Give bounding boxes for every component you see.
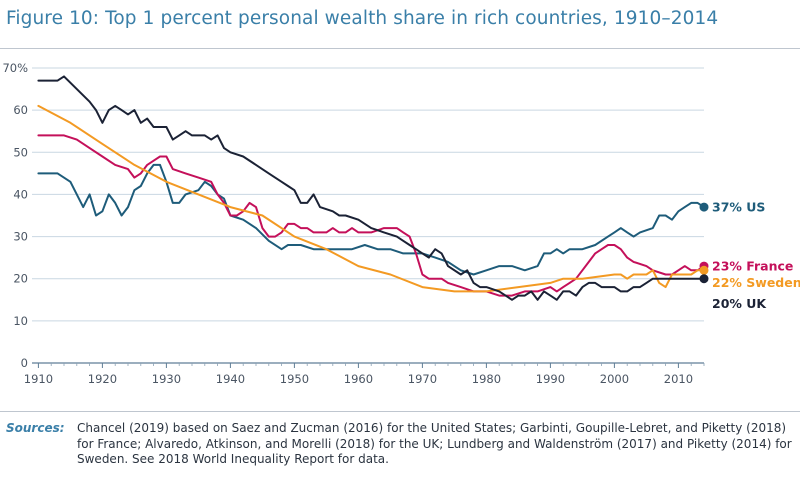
y-tick-label: 20 <box>13 272 28 286</box>
x-tick-label: 1970 <box>408 372 437 386</box>
line-chart: 0 10 20 30 40 50 60 70% 1910 1920 1930 1940 1950 1960… <box>2 61 800 386</box>
series-line-us <box>37 163 705 276</box>
y-tick-label: 10 <box>13 314 28 328</box>
end-marker-us <box>699 202 709 212</box>
end-label-us: 37% US <box>712 200 765 215</box>
chart-title: Figure 10: Top 1 percent personal wealth… <box>6 8 719 29</box>
end-label-uk: 20% UK <box>712 296 767 311</box>
sources-label: Sources: <box>6 421 65 435</box>
series-line-sweden <box>37 104 705 293</box>
y-tick-label: 60 <box>13 103 28 117</box>
x-tick-label: 1980 <box>472 372 501 386</box>
x-tick-label: 1920 <box>88 372 117 386</box>
y-tick-label: 0 <box>21 356 28 370</box>
chart-axes: 0 10 20 30 40 50 60 70% 1910 1920 1930 1940 1950 1960… <box>2 61 705 386</box>
sources-text: Chancel (2019) based on Saez and Zucman … <box>77 421 792 466</box>
x-tick-label: 1990 <box>536 372 565 386</box>
x-tick-label: 2010 <box>664 372 693 386</box>
x-tick-label: 1930 <box>152 372 181 386</box>
x-tick-label: 1940 <box>216 372 245 386</box>
y-tick-label: 70% <box>2 61 28 75</box>
chart-series <box>37 75 709 301</box>
x-tick-label: 1950 <box>280 372 309 386</box>
y-tick-label: 30 <box>13 230 28 244</box>
x-tick-label: 1960 <box>344 372 373 386</box>
title-divider <box>0 48 800 49</box>
series-line-uk <box>37 75 705 301</box>
end-marker-sweden <box>699 265 709 275</box>
sources-divider <box>0 411 800 412</box>
end-label-france: 23% France <box>712 259 793 274</box>
end-marker-uk <box>699 274 709 284</box>
y-tick-label: 40 <box>13 187 28 201</box>
chart-grid <box>32 67 704 364</box>
series-line-france <box>37 134 705 297</box>
x-tick-label: 2000 <box>600 372 629 386</box>
y-tick-label: 50 <box>13 145 28 159</box>
x-tick-label: 1910 <box>24 372 53 386</box>
end-label-sweden: 22% Sweden <box>712 275 800 290</box>
